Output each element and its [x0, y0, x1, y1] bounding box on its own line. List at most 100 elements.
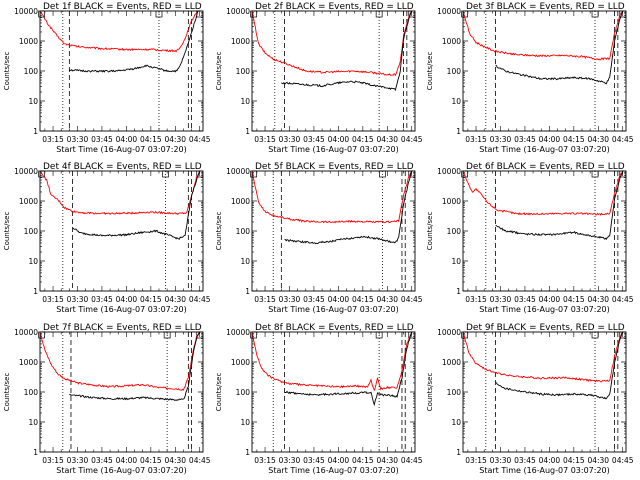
x-axis-label: Start Time (16-Aug-07 03:07:20) [479, 145, 610, 154]
panel-title: Det 9f BLACK = Events, RED = LLD [466, 323, 625, 333]
y-tick-label: 10 [240, 97, 250, 106]
y-tick-label: 10000 [14, 328, 38, 337]
x-tick-label: 04:15 [140, 295, 162, 304]
x-axis-label: Start Time (16-Aug-07 03:07:20) [56, 466, 187, 475]
x-tick-label: 03:45 [303, 295, 325, 304]
x-tick-label: 04:00 [116, 135, 138, 144]
events-rate-series [495, 170, 624, 241]
x-tick-label: 03:45 [514, 456, 536, 465]
x-axis-label: Start Time (16-Aug-07 03:07:20) [268, 466, 399, 475]
detector-panel-4: Det 4f BLACK = Events, RED = LLD Counts/s… [3, 162, 211, 314]
x-axis-label: Start Time (16-Aug-07 03:07:20) [479, 466, 610, 475]
y-axis-label: Counts/sec [426, 52, 434, 91]
x-tick-label: 03:15 [254, 456, 276, 465]
lld-rate-series [39, 170, 201, 216]
x-tick-label: 03:45 [91, 456, 113, 465]
detector-panel-3: Det 3f BLACK = Events, RED = LLD Counts/s… [426, 2, 634, 154]
x-axis-label: Start Time (16-Aug-07 03:07:20) [56, 145, 187, 154]
y-tick-label: 10000 [14, 167, 38, 176]
lld-rate-series [462, 10, 624, 61]
lld-rate-series [462, 331, 624, 383]
x-tick-label: 04:15 [563, 295, 585, 304]
y-tick-label: 100 [236, 388, 251, 397]
y-tick-label: 1000 [19, 358, 38, 367]
x-tick-label: 04:30 [587, 295, 609, 304]
x-tick-label: 03:30 [490, 135, 512, 144]
x-tick-label: 04:15 [563, 456, 585, 465]
plot-frame [251, 331, 416, 453]
panel-title: Det 2f BLACK = Events, RED = LLD [255, 2, 414, 12]
x-tick-label: 03:15 [254, 135, 276, 144]
x-tick-label: 04:15 [140, 456, 162, 465]
x-tick-label: 04:15 [352, 456, 374, 465]
x-tick-label: 04:15 [140, 135, 162, 144]
y-tick-label: 10000 [226, 7, 250, 16]
y-tick-label: 10 [240, 418, 250, 427]
y-tick-label: 1000 [19, 197, 38, 206]
x-tick-label: 03:45 [514, 295, 536, 304]
y-tick-label: 1 [456, 448, 461, 457]
x-tick-label: 04:45 [612, 295, 634, 304]
y-tick-label: 100 [236, 227, 251, 236]
x-tick-label: 04:00 [328, 456, 350, 465]
y-axis-label: Counts/sec [426, 212, 434, 251]
y-tick-label: 100 [236, 67, 251, 76]
lld-rate-series [39, 331, 200, 391]
x-tick-label: 04:30 [587, 135, 609, 144]
y-axis-label: Counts/sec [215, 373, 223, 412]
y-tick-label: 100 [24, 227, 39, 236]
x-axis-label: Start Time (16-Aug-07 03:07:20) [56, 305, 187, 314]
detector-panel-6: Det 6f BLACK = Events, RED = LLD Counts/s… [426, 162, 634, 314]
y-tick-label: 1000 [231, 358, 250, 367]
y-axis-label: Counts/sec [3, 52, 11, 91]
y-tick-label: 10000 [226, 328, 250, 337]
x-axis-label: Start Time (16-Aug-07 03:07:20) [268, 305, 399, 314]
x-tick-label: 03:15 [42, 295, 64, 304]
y-tick-label: 100 [24, 388, 39, 397]
detector-panel-5: Det 5f BLACK = Events, RED = LLD Counts/s… [215, 162, 423, 314]
panel-title: Det 1f BLACK = Events, RED = LLD [43, 2, 202, 12]
y-tick-label: 1 [245, 127, 250, 136]
detector-panel-8: Det 8f BLACK = Events, RED = LLD Counts/s… [215, 323, 423, 475]
x-tick-label: 04:30 [376, 295, 398, 304]
x-tick-label: 04:15 [352, 135, 374, 144]
panel-title: Det 7f BLACK = Events, RED = LLD [43, 323, 202, 333]
x-tick-label: 04:00 [116, 295, 138, 304]
y-tick-label: 1000 [442, 358, 461, 367]
x-tick-label: 03:15 [465, 456, 487, 465]
events-rate-series [69, 331, 201, 402]
x-axis-label: Start Time (16-Aug-07 03:07:20) [268, 145, 399, 154]
plot-frame [251, 10, 416, 132]
y-tick-label: 100 [447, 67, 462, 76]
panel-title: Det 6f BLACK = Events, RED = LLD [466, 162, 625, 172]
y-tick-label: 100 [24, 67, 39, 76]
x-tick-label: 03:15 [465, 135, 487, 144]
y-tick-label: 10000 [14, 7, 38, 16]
events-rate-series [284, 331, 413, 407]
y-tick-label: 10 [28, 97, 38, 106]
detector-panel-1: Det 1f BLACK = Events, RED = LLD Counts/s… [3, 2, 211, 154]
x-tick-label: 03:30 [279, 456, 301, 465]
x-tick-label: 04:30 [376, 135, 398, 144]
y-tick-label: 10 [451, 97, 461, 106]
y-tick-label: 1000 [442, 37, 461, 46]
plot-frame [39, 10, 204, 132]
plot-frame [462, 331, 627, 453]
x-tick-label: 03:15 [42, 456, 64, 465]
x-tick-label: 03:45 [91, 135, 113, 144]
x-tick-label: 04:00 [328, 295, 350, 304]
detector-panel-9: Det 9f BLACK = Events, RED = LLD Counts/s… [426, 323, 634, 475]
y-axis-label: Counts/sec [215, 212, 223, 251]
panel-title: Det 3f BLACK = Events, RED = LLD [466, 2, 625, 12]
plot-frame [251, 170, 416, 292]
y-axis-label: Counts/sec [3, 373, 11, 412]
lld-rate-series [39, 10, 199, 53]
x-axis-label: Start Time (16-Aug-07 03:07:20) [479, 305, 610, 314]
y-tick-label: 1000 [231, 197, 250, 206]
events-rate-series [495, 10, 624, 85]
panel-title: Det 5f BLACK = Events, RED = LLD [255, 162, 414, 172]
x-tick-label: 04:00 [116, 456, 138, 465]
x-tick-label: 04:45 [401, 135, 423, 144]
x-tick-label: 04:30 [164, 135, 186, 144]
